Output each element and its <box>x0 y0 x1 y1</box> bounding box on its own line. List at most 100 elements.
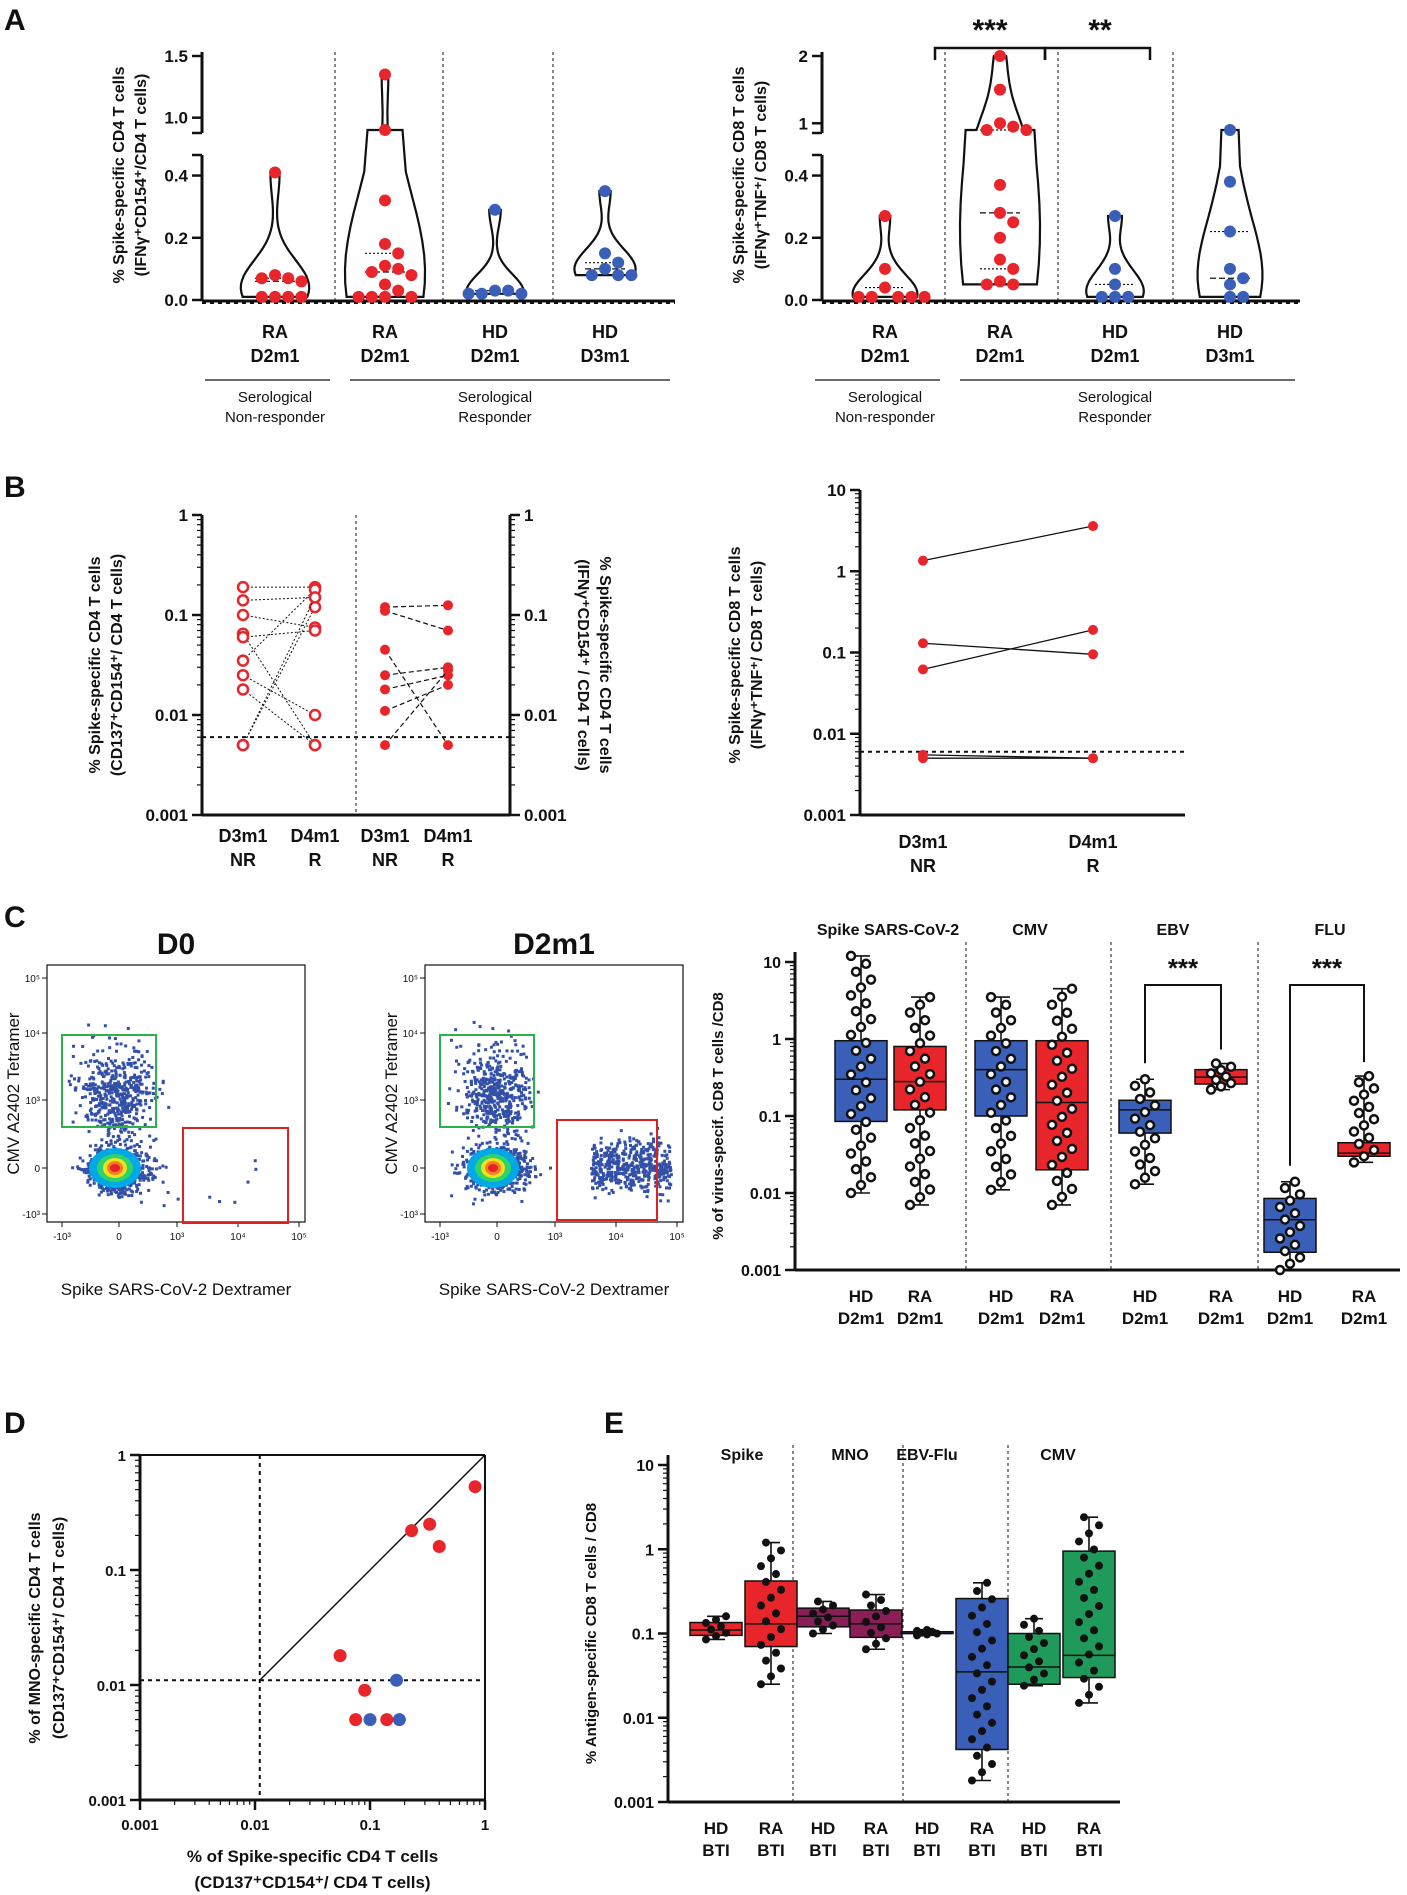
event-dot <box>500 1097 504 1101</box>
event-dot <box>129 1064 133 1068</box>
event-dot <box>133 1103 137 1107</box>
data-point <box>973 1751 981 1760</box>
data-point <box>1080 1634 1088 1643</box>
event-dot <box>482 1113 486 1117</box>
y-axis-label-0: % Spike-specific CD8 T cells <box>727 546 744 763</box>
event-dot <box>495 1117 499 1121</box>
data-point <box>1051 1135 1063 1147</box>
x-label-1-a: RA <box>987 322 1013 342</box>
event-dot <box>103 1092 107 1096</box>
event-dot <box>634 1174 638 1178</box>
event-dot <box>97 1110 101 1114</box>
data-point <box>1220 1071 1232 1082</box>
event-dot <box>599 1136 603 1140</box>
event-dot <box>517 1163 521 1167</box>
data-point <box>1056 1031 1068 1043</box>
data-point <box>1210 1058 1222 1069</box>
x-tick-label: 0 <box>494 1232 500 1243</box>
event-dot <box>610 1188 614 1192</box>
event-dot <box>127 1187 131 1191</box>
event-dot <box>467 1108 471 1112</box>
event-dot <box>106 1129 110 1133</box>
event-dot <box>122 1071 126 1075</box>
event-dot <box>601 1182 605 1186</box>
event-dot <box>93 1112 97 1116</box>
data-point <box>968 1735 976 1744</box>
event-dot <box>146 1177 150 1181</box>
data-point <box>1237 272 1250 285</box>
event-dot <box>519 1167 523 1171</box>
x-label-a: HD <box>1133 1287 1158 1306</box>
event-dot <box>123 1186 127 1190</box>
event-dot <box>622 1149 626 1153</box>
event-dot <box>455 1045 459 1049</box>
event-dot <box>116 1194 120 1198</box>
data-point <box>1005 1014 1017 1026</box>
event-dot <box>594 1166 598 1170</box>
y-tick-label: 1 <box>118 1448 126 1465</box>
event-dot <box>254 1167 258 1171</box>
x-label-1-b: D2m1 <box>975 346 1024 366</box>
event-dot <box>465 1116 469 1120</box>
event-dot <box>91 1035 95 1039</box>
data-point <box>860 1156 872 1167</box>
event-dot <box>110 1085 114 1089</box>
x-tick-label: 10⁵ <box>669 1232 684 1243</box>
event-dot <box>642 1149 646 1153</box>
event-dot <box>137 1058 141 1062</box>
event-dot <box>485 1063 489 1067</box>
event-dot <box>450 1150 454 1154</box>
data-point <box>1095 1642 1103 1651</box>
event-dot <box>520 1102 524 1106</box>
data-point <box>757 1562 765 1571</box>
event-dot <box>509 1150 513 1154</box>
data-point <box>1095 290 1108 303</box>
event-dot <box>513 1039 517 1043</box>
event-dot <box>135 1083 139 1087</box>
event-dot <box>520 1170 524 1174</box>
event-dot <box>129 1094 133 1098</box>
event-dot <box>91 1076 95 1080</box>
event-dot <box>457 1062 461 1066</box>
event-dot <box>90 1075 94 1079</box>
event-dot <box>611 1150 615 1154</box>
event-dot <box>127 1194 131 1198</box>
event-dot <box>121 1085 125 1089</box>
event-dot <box>499 1092 503 1096</box>
event-dot <box>98 1070 102 1074</box>
event-dot <box>139 1070 143 1074</box>
event-dot <box>646 1182 650 1186</box>
data-point <box>995 1176 1007 1188</box>
event-dot <box>494 1059 498 1063</box>
data-point <box>985 991 997 1003</box>
event-dot <box>493 1105 497 1109</box>
event-dot <box>479 1106 483 1110</box>
event-dot <box>145 1164 149 1168</box>
event-dot <box>524 1150 528 1154</box>
data-point <box>865 1013 877 1025</box>
data-point <box>1085 1650 1093 1659</box>
data-point <box>829 1621 837 1630</box>
event-dot <box>524 1081 528 1085</box>
serology-r-2: Responder <box>1078 409 1151 426</box>
event-dot <box>668 1150 672 1154</box>
event-dot <box>612 1161 616 1165</box>
event-dot <box>102 1084 106 1088</box>
event-dot <box>504 1082 508 1086</box>
event-dot <box>140 1171 144 1175</box>
y-tick-label: 0 <box>412 1164 418 1175</box>
event-dot <box>507 1094 511 1098</box>
event-dot <box>654 1184 658 1188</box>
event-dot <box>526 1174 530 1178</box>
event-dot <box>84 1060 88 1064</box>
event-dot <box>509 1104 513 1108</box>
event-dot <box>631 1174 635 1178</box>
data-point <box>814 1617 822 1626</box>
data-point <box>722 1612 730 1621</box>
event-dot <box>647 1147 651 1151</box>
y-axis-label: CMV A2402 Tetramer <box>4 1012 23 1175</box>
data-point <box>1085 1690 1093 1699</box>
event-dot <box>86 1064 90 1068</box>
